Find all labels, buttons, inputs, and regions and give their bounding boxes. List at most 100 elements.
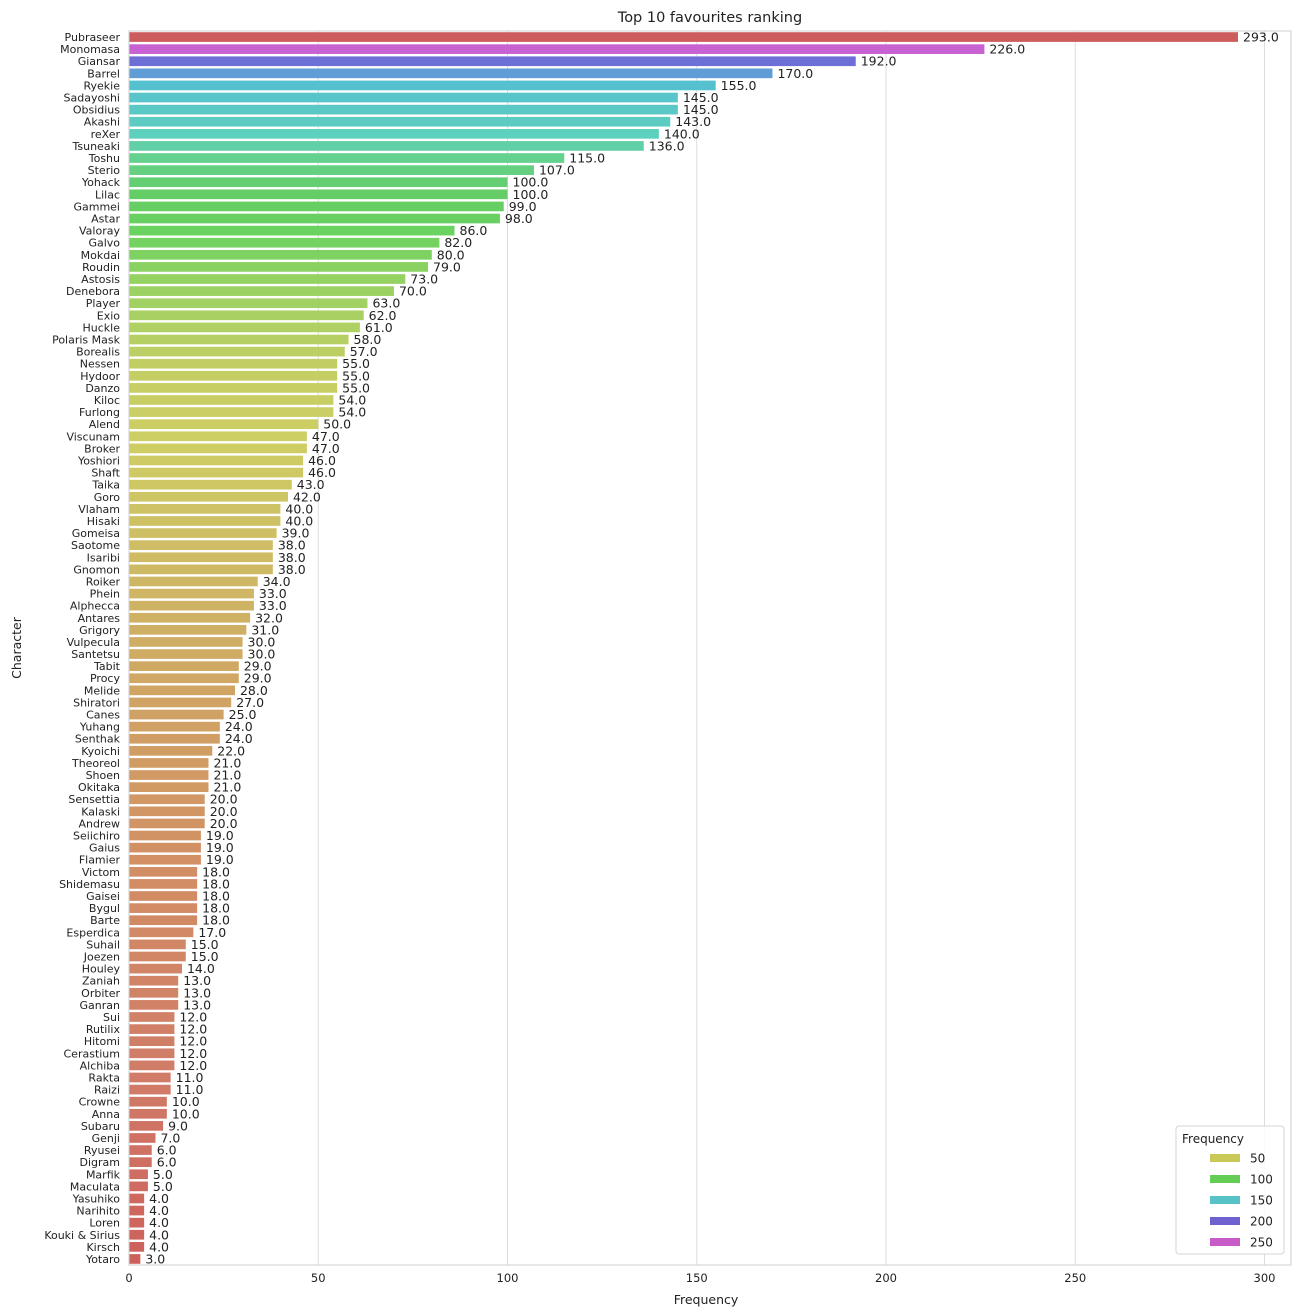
- value-label: 155.0: [721, 78, 757, 93]
- legend-swatch: [1210, 1217, 1240, 1225]
- bar: [129, 576, 258, 587]
- category-label: Sensettia: [68, 793, 120, 806]
- value-label: 33.0: [259, 586, 287, 601]
- category-label: Obsidius: [73, 104, 120, 117]
- category-label: Digram: [80, 1156, 121, 1169]
- bar: [129, 56, 856, 67]
- bar: [129, 685, 235, 696]
- category-label: Orbiter: [81, 987, 120, 1000]
- category-label: Phein: [90, 588, 120, 601]
- value-label: 82.0: [444, 235, 472, 250]
- value-label: 28.0: [240, 683, 268, 698]
- bar: [129, 334, 349, 345]
- legend-swatch: [1210, 1196, 1240, 1204]
- value-label: 15.0: [191, 949, 219, 964]
- bar: [129, 903, 198, 913]
- category-label: Yuhang: [79, 721, 120, 734]
- category-label: Yotaro: [85, 1253, 120, 1266]
- value-label: 13.0: [183, 973, 211, 988]
- value-label: 34.0: [263, 574, 291, 589]
- value-label: 20.0: [210, 816, 238, 831]
- value-label: 19.0: [206, 828, 234, 843]
- x-tick-label: 50: [311, 1271, 326, 1285]
- bar: [129, 1229, 145, 1240]
- category-label: Canes: [86, 709, 120, 722]
- category-label: Sterio: [88, 164, 121, 177]
- category-label: Shiratori: [73, 696, 120, 709]
- value-label: 100.0: [513, 187, 549, 202]
- legend-swatch: [1210, 1238, 1240, 1246]
- category-label: Esperdica: [66, 926, 120, 939]
- value-label: 136.0: [649, 138, 685, 153]
- bar: [129, 1084, 171, 1095]
- category-label: Hisaki: [87, 515, 120, 528]
- legend-label: 200: [1250, 1215, 1273, 1229]
- value-label: 3.0: [145, 1251, 165, 1266]
- bar: [129, 44, 985, 54]
- legend-swatch: [1210, 1154, 1240, 1162]
- value-label: 46.0: [308, 465, 336, 480]
- bar: [129, 1169, 148, 1180]
- bar: [129, 128, 659, 139]
- bar: [129, 516, 281, 526]
- bar: [129, 818, 205, 829]
- value-label: 9.0: [168, 1118, 188, 1133]
- category-label: Ganran: [80, 999, 120, 1012]
- value-label: 20.0: [210, 792, 238, 807]
- value-label: 24.0: [225, 719, 253, 734]
- category-label: Roudin: [82, 261, 120, 274]
- bar: [129, 552, 273, 563]
- category-label: Toshu: [88, 152, 120, 165]
- value-label: 11.0: [176, 1070, 204, 1085]
- value-label: 15.0: [191, 937, 219, 952]
- category-label: Shaft: [91, 467, 120, 480]
- value-label: 18.0: [202, 876, 230, 891]
- bar: [129, 540, 273, 551]
- value-label: 12.0: [179, 1009, 207, 1024]
- value-label: 63.0: [372, 296, 400, 311]
- bar: [129, 467, 304, 478]
- value-label: 6.0: [157, 1143, 177, 1158]
- value-label: 10.0: [172, 1094, 200, 1109]
- bar: [129, 1217, 145, 1228]
- category-label: Astosis: [81, 273, 120, 286]
- category-label: Yohack: [81, 176, 121, 189]
- category-label: Raizi: [94, 1084, 120, 1097]
- bar: [129, 939, 186, 950]
- legend-label: 250: [1250, 1236, 1273, 1250]
- bar: [129, 80, 716, 91]
- value-label: 226.0: [989, 42, 1025, 57]
- value-label: 12.0: [179, 1058, 207, 1073]
- value-label: 19.0: [206, 840, 234, 855]
- bar: [129, 504, 281, 514]
- category-label: Furlong: [79, 406, 120, 419]
- bar: [129, 1048, 175, 1059]
- x-tick-label: 250: [1064, 1271, 1086, 1285]
- legend-label: 100: [1250, 1173, 1273, 1187]
- category-label: Kirsch: [86, 1241, 120, 1254]
- category-label: Sadayoshi: [64, 92, 120, 105]
- bar: [129, 1121, 164, 1131]
- value-label: 170.0: [777, 66, 813, 81]
- value-label: 140.0: [664, 126, 700, 141]
- category-label: Gaius: [89, 842, 120, 855]
- value-label: 57.0: [350, 344, 378, 359]
- value-label: 40.0: [285, 513, 313, 528]
- value-label: 6.0: [157, 1155, 177, 1170]
- bar: [129, 491, 288, 502]
- bar: [129, 673, 239, 684]
- x-tick-label: 300: [1254, 1271, 1276, 1285]
- bar: [129, 915, 198, 926]
- bar: [129, 770, 209, 780]
- value-label: 13.0: [183, 985, 211, 1000]
- category-label: Houley: [82, 963, 121, 976]
- x-axis-title: Frequency: [674, 1292, 739, 1307]
- bar: [129, 1205, 145, 1216]
- value-label: 55.0: [342, 380, 370, 395]
- category-label-layer: PubraseerMonomasaGiansarBarrelRyekieSada…: [44, 31, 120, 1266]
- bar: [129, 322, 360, 333]
- value-label: 17.0: [198, 925, 226, 940]
- bar: [129, 1060, 175, 1071]
- x-tick-label: 0: [125, 1271, 132, 1285]
- bar: [129, 879, 198, 889]
